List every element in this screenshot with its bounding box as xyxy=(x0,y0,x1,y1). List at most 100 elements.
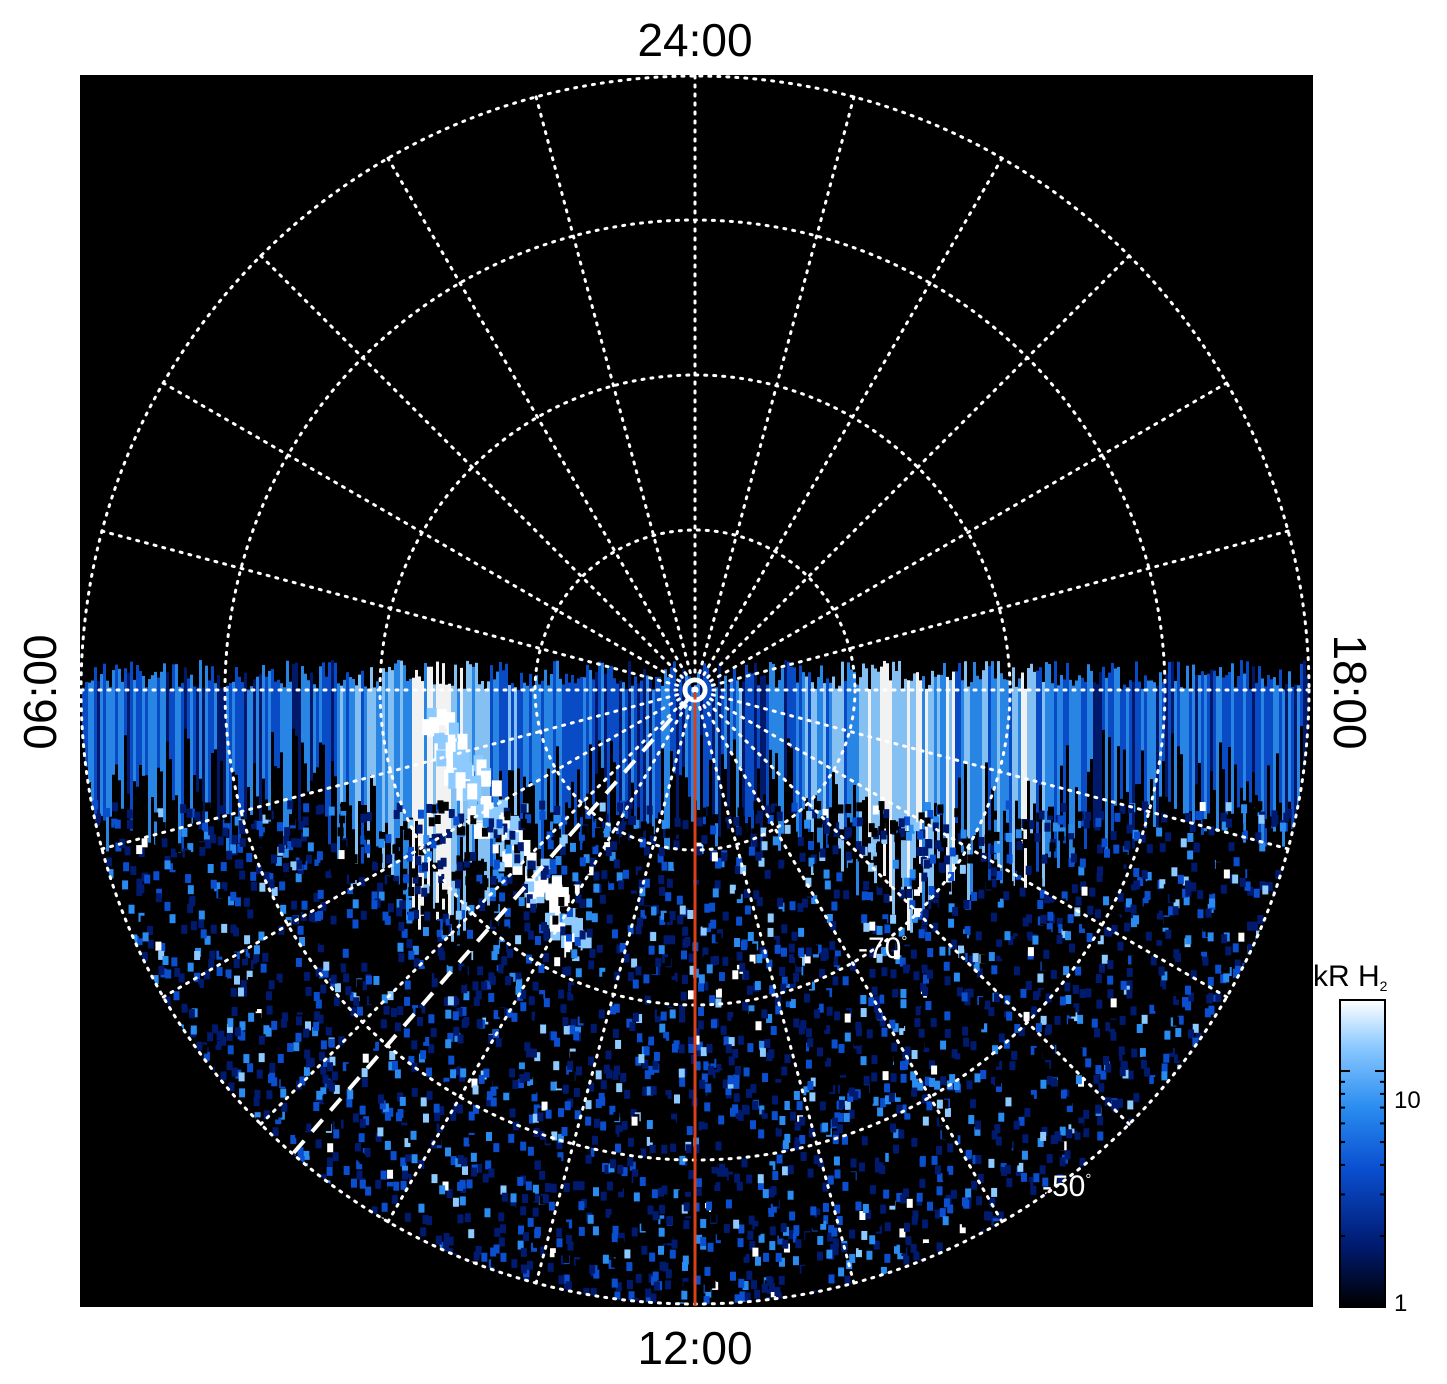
noise-cell xyxy=(998,1033,1005,1043)
noise-cell xyxy=(459,976,466,986)
noise-cell xyxy=(1120,995,1127,1005)
noise-cell xyxy=(1202,819,1209,829)
noise-cell xyxy=(1207,932,1214,942)
noise-cell xyxy=(358,1001,365,1011)
noise-cell xyxy=(637,953,644,963)
noise-cell xyxy=(327,1143,334,1153)
noise-cell xyxy=(922,986,929,996)
band-streak xyxy=(472,666,475,853)
noise-cell xyxy=(363,1127,370,1137)
noise-cell xyxy=(538,964,545,974)
noise-cell xyxy=(637,828,644,838)
noise-cell xyxy=(687,1036,694,1046)
noise-cell xyxy=(743,970,750,980)
noise-cell xyxy=(403,1200,410,1210)
noise-cell xyxy=(269,1062,276,1072)
noise-cell xyxy=(731,1154,738,1164)
noise-cell xyxy=(303,1033,310,1043)
noise-cell xyxy=(1223,869,1230,879)
noise-cell xyxy=(1054,1101,1061,1111)
band-streak xyxy=(241,682,244,817)
noise-cell xyxy=(789,1211,796,1221)
noise-cell xyxy=(291,900,298,910)
noise-cell xyxy=(1142,897,1149,907)
noise-cell xyxy=(1199,802,1206,812)
noise-cell xyxy=(903,1031,910,1041)
noise-cell xyxy=(916,1192,923,1202)
noise-cell xyxy=(801,898,808,908)
noise-cell xyxy=(910,1071,917,1081)
noise-cell xyxy=(306,820,313,830)
noise-cell xyxy=(1119,1015,1126,1025)
band-streak xyxy=(619,680,622,845)
noise-cell xyxy=(515,1182,522,1192)
noise-cell xyxy=(657,1187,664,1197)
noise-cell xyxy=(699,1149,706,1159)
noise-cell xyxy=(946,1176,953,1186)
noise-cell xyxy=(871,986,878,996)
band-streak xyxy=(1018,678,1021,819)
noise-cell xyxy=(619,1108,626,1118)
noise-cell xyxy=(1098,995,1105,1005)
noise-cell xyxy=(1097,1046,1104,1056)
noise-cell xyxy=(1252,904,1259,914)
noise-cell xyxy=(787,974,794,984)
noise-cell xyxy=(1023,1190,1030,1200)
noise-cell xyxy=(1119,917,1126,927)
noise-cell xyxy=(1184,821,1191,831)
noise-cell xyxy=(498,1007,505,1017)
noise-cell xyxy=(400,881,407,891)
noise-cell xyxy=(827,835,834,845)
noise-cell xyxy=(431,1174,438,1184)
noise-cell xyxy=(1080,881,1087,891)
noise-cell xyxy=(560,1004,567,1014)
band-streak xyxy=(586,664,589,794)
noise-cell xyxy=(1127,875,1134,885)
noise-cell xyxy=(777,1235,784,1245)
noise-cell xyxy=(248,943,255,953)
noise-cell xyxy=(454,1032,461,1042)
noise-cell xyxy=(190,914,197,924)
noise-cell xyxy=(1011,1189,1018,1199)
band-streak xyxy=(1105,677,1108,857)
noise-cell xyxy=(575,968,582,978)
noise-cell xyxy=(1204,1008,1211,1018)
noise-cell xyxy=(802,988,809,998)
arc-cell xyxy=(538,876,549,893)
noise-cell xyxy=(105,857,112,867)
noise-cell xyxy=(599,894,606,904)
noise-cell xyxy=(777,897,784,907)
noise-cell xyxy=(539,810,546,820)
noise-cell xyxy=(468,1134,475,1144)
noise-cell xyxy=(775,1292,782,1302)
noise-cell xyxy=(1021,937,1028,947)
noise-cell xyxy=(951,1133,958,1143)
noise-cell xyxy=(643,878,650,888)
noise-cell xyxy=(1232,968,1239,978)
noise-cell xyxy=(320,1087,327,1097)
noise-cell xyxy=(704,903,711,913)
noise-cell xyxy=(399,900,406,910)
noise-cell xyxy=(936,1242,943,1252)
noise-cell xyxy=(1177,1309,1183,1318)
noise-cell xyxy=(622,1056,629,1066)
arc-cell xyxy=(559,887,570,904)
noise-cell xyxy=(437,1010,444,1020)
noise-cell xyxy=(814,1208,821,1218)
noise-cell xyxy=(127,894,134,904)
noise-cell xyxy=(490,1086,497,1096)
noise-cell xyxy=(239,1021,246,1031)
band-streak xyxy=(1120,689,1123,799)
noise-cell xyxy=(465,1192,472,1202)
noise-cell xyxy=(539,1170,546,1180)
noise-cell xyxy=(1178,1308,1184,1317)
noise-cell xyxy=(1142,1093,1149,1103)
noise-cell xyxy=(884,924,891,934)
noise-cell xyxy=(1058,831,1065,841)
noise-cell xyxy=(210,834,217,844)
noise-cell xyxy=(685,1055,692,1065)
band-streak xyxy=(151,675,154,798)
noise-cell xyxy=(438,873,445,883)
band-streak xyxy=(991,661,994,789)
band-streak xyxy=(859,677,862,848)
